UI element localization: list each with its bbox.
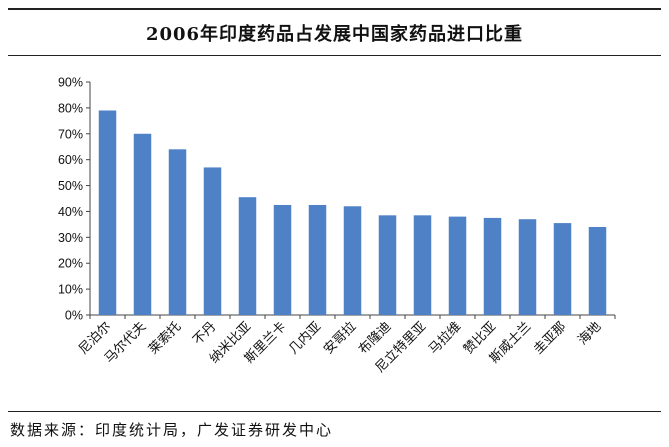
x-category-label: 几内亚 (285, 319, 324, 358)
bar (413, 215, 432, 315)
y-tick-label: 80% (58, 101, 83, 115)
bar (133, 133, 152, 315)
chart-title: 2006年印度药品占发展中国家药品进口比重 (145, 24, 524, 45)
x-category-label: 海地 (575, 319, 604, 348)
bar (518, 219, 537, 315)
y-tick-label: 70% (58, 127, 83, 141)
x-category-label: 不丹 (190, 319, 219, 348)
data-source-note: 数据来源：印度统计局，广发证券研发中心 (10, 421, 334, 439)
y-tick-label: 20% (58, 257, 83, 271)
y-tick-label: 40% (58, 205, 83, 219)
x-category-label: 圭亚那 (531, 319, 569, 357)
bar (273, 204, 292, 315)
bar (308, 204, 327, 315)
bar (483, 217, 502, 315)
bar (553, 223, 572, 315)
bar (168, 149, 187, 315)
y-tick-label: 60% (58, 153, 83, 167)
bar (448, 216, 467, 315)
title-rule (8, 55, 661, 56)
footer-rule (8, 411, 661, 412)
bar (98, 110, 117, 315)
y-tick-label: 30% (58, 231, 83, 245)
x-category-label: 安哥拉 (321, 319, 359, 357)
x-category-label: 马拉维 (426, 319, 464, 357)
bar (238, 197, 257, 315)
bar (203, 167, 222, 315)
y-axis-ticks: 0% 10% 20% 30% 40% 50% 60% 70% 80% 90% (58, 76, 90, 323)
top-rule (8, 8, 661, 10)
x-category-label: 莱索托 (146, 319, 184, 357)
bar (343, 206, 362, 315)
chart-bars (98, 110, 607, 315)
bar (588, 226, 607, 315)
y-tick-label: 50% (58, 179, 83, 193)
y-tick-label: 10% (58, 283, 83, 297)
bar (378, 215, 397, 315)
y-tick-label: 0% (65, 309, 83, 323)
y-tick-label: 90% (58, 76, 83, 90)
